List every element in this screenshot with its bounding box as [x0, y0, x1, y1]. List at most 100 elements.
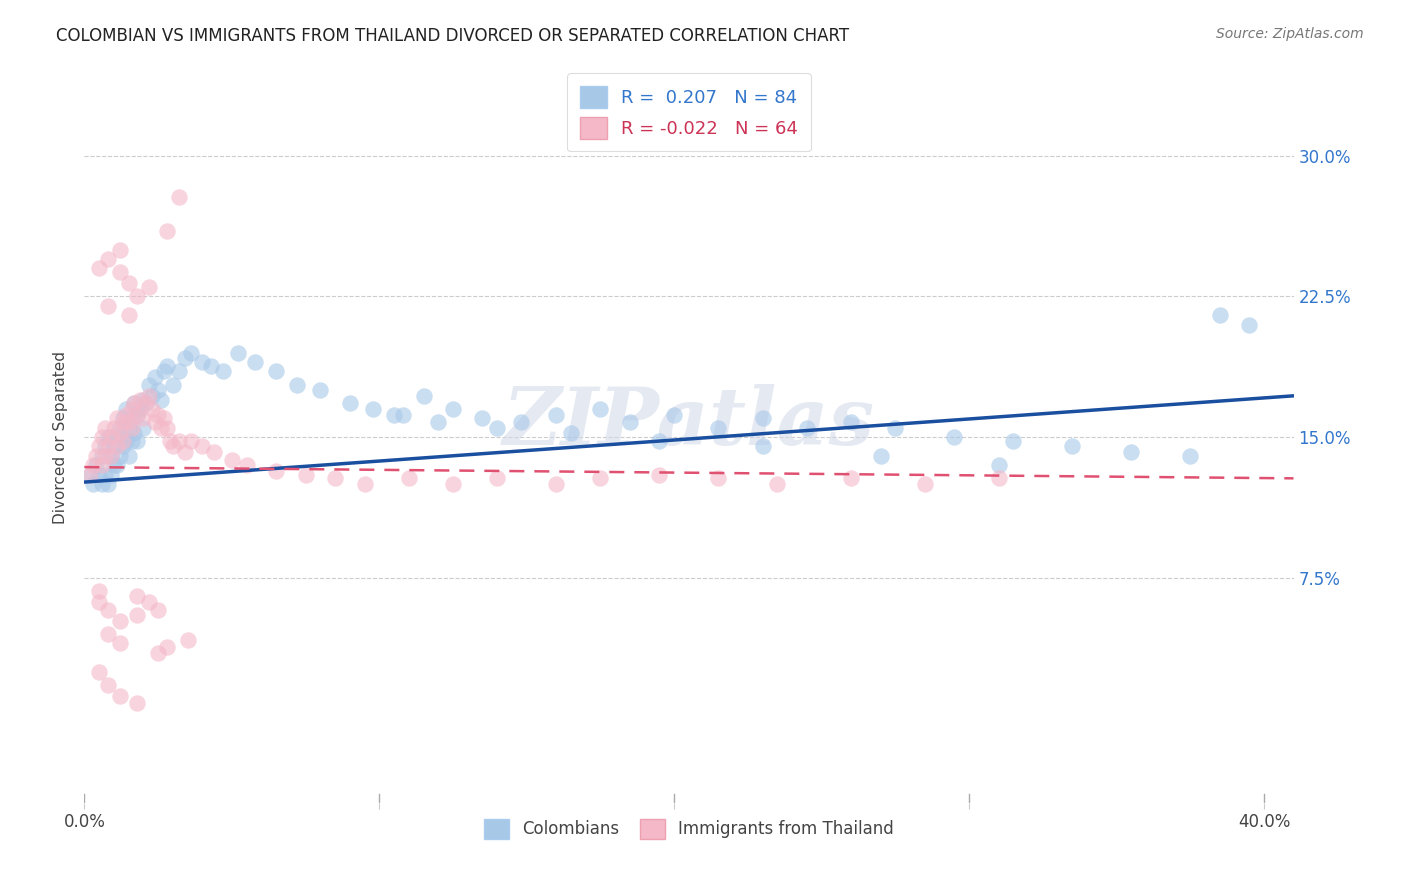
- Point: [212, 364, 235, 378]
- Point: [943, 430, 966, 444]
- Point: [138, 377, 160, 392]
- Point: [751, 440, 773, 454]
- Point: [1121, 445, 1143, 459]
- Point: [1239, 318, 1261, 332]
- Point: [100, 449, 122, 463]
- Point: [121, 401, 143, 416]
- Point: [132, 411, 155, 425]
- Point: [648, 467, 671, 482]
- Point: [156, 224, 179, 238]
- Point: [751, 411, 773, 425]
- Legend: Colombians, Immigrants from Thailand: Colombians, Immigrants from Thailand: [478, 812, 900, 846]
- Point: [91, 430, 114, 444]
- Point: [105, 440, 128, 454]
- Point: [200, 359, 222, 373]
- Point: [353, 477, 375, 491]
- Point: [135, 396, 157, 410]
- Point: [226, 345, 249, 359]
- Point: [108, 243, 131, 257]
- Point: [167, 364, 190, 378]
- Point: [84, 449, 107, 463]
- Point: [79, 467, 101, 482]
- Point: [97, 252, 120, 266]
- Point: [108, 420, 131, 434]
- Y-axis label: Divorced or Separated: Divorced or Separated: [53, 351, 69, 524]
- Point: [191, 440, 214, 454]
- Point: [100, 449, 122, 463]
- Point: [589, 401, 612, 416]
- Point: [114, 408, 136, 422]
- Point: [1209, 308, 1232, 322]
- Point: [191, 355, 214, 369]
- Point: [138, 280, 160, 294]
- Point: [560, 426, 582, 441]
- Point: [127, 434, 149, 448]
- Point: [127, 608, 149, 623]
- Point: [138, 595, 160, 609]
- Point: [619, 415, 641, 429]
- Point: [108, 426, 131, 441]
- Point: [121, 420, 143, 434]
- Point: [91, 458, 114, 473]
- Point: [309, 383, 332, 397]
- Point: [127, 408, 149, 422]
- Point: [363, 401, 385, 416]
- Point: [173, 445, 195, 459]
- Point: [127, 697, 149, 711]
- Point: [546, 408, 568, 422]
- Point: [987, 471, 1010, 485]
- Point: [124, 396, 146, 410]
- Point: [245, 355, 267, 369]
- Point: [869, 449, 891, 463]
- Point: [509, 415, 531, 429]
- Point: [117, 308, 139, 322]
- Point: [150, 420, 173, 434]
- Point: [94, 449, 117, 463]
- Point: [97, 430, 120, 444]
- Point: [323, 471, 346, 485]
- Point: [108, 614, 131, 628]
- Point: [108, 636, 131, 650]
- Point: [441, 401, 464, 416]
- Point: [94, 420, 117, 434]
- Point: [382, 408, 405, 422]
- Point: [486, 471, 509, 485]
- Point: [91, 477, 114, 491]
- Point: [108, 265, 131, 279]
- Point: [121, 411, 143, 425]
- Point: [132, 420, 155, 434]
- Point: [103, 440, 125, 454]
- Point: [111, 411, 134, 425]
- Point: [121, 434, 143, 448]
- Point: [176, 632, 198, 647]
- Point: [180, 434, 202, 448]
- Point: [339, 396, 361, 410]
- Point: [94, 440, 117, 454]
- Point: [108, 689, 131, 703]
- Point: [180, 345, 202, 359]
- Point: [82, 477, 104, 491]
- Point: [87, 583, 110, 598]
- Point: [884, 420, 907, 434]
- Point: [987, 458, 1010, 473]
- Point: [111, 434, 134, 448]
- Point: [138, 389, 160, 403]
- Point: [159, 434, 181, 448]
- Point: [114, 434, 136, 448]
- Point: [156, 359, 179, 373]
- Point: [127, 289, 149, 303]
- Point: [1062, 440, 1084, 454]
- Point: [146, 383, 169, 397]
- Point: [117, 415, 139, 429]
- Point: [167, 190, 190, 204]
- Point: [100, 467, 122, 482]
- Point: [97, 299, 120, 313]
- Point: [398, 471, 420, 485]
- Point: [124, 426, 146, 441]
- Point: [914, 477, 936, 491]
- Point: [150, 392, 173, 407]
- Point: [486, 420, 509, 434]
- Point: [79, 467, 101, 482]
- Point: [162, 377, 184, 392]
- Point: [546, 477, 568, 491]
